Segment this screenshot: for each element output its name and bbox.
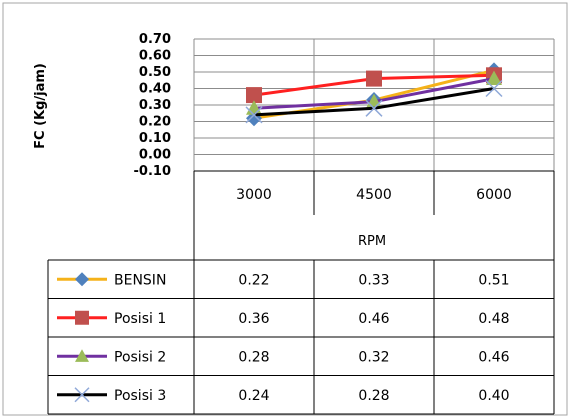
y-tick-label: 0.10: [139, 131, 171, 146]
square-marker: [246, 87, 262, 104]
y-tick-label: -0.10: [134, 164, 171, 179]
triangle-marker: [75, 349, 89, 362]
data-table: 3000 4500 6000 BENSIN 0.22 0.33 0.51 Posisi 1 0.…: [47, 170, 555, 415]
x-marker: [365, 99, 383, 117]
data-label: 0.48: [478, 311, 509, 327]
x-tick-label: 6000: [476, 187, 512, 203]
data-label: 0.46: [478, 349, 509, 365]
data-label: 0.40: [478, 388, 509, 404]
legend-label-bensin: BENSIN: [114, 272, 166, 288]
data-label: 0.36: [238, 311, 269, 327]
y-tick-label: 0.60: [139, 49, 171, 64]
legend-label-posisi-3: Posisi 3: [114, 388, 166, 404]
triangle-marker: [486, 70, 502, 85]
data-label: 0.32: [358, 349, 389, 365]
data-label: 0.51: [478, 272, 509, 288]
y-tick-label: 0.50: [139, 65, 171, 80]
data-label: 0.28: [358, 388, 389, 404]
legend-label-posisi-1: Posisi 1: [114, 311, 166, 327]
y-tick-labels: 0.70 0.600.50 0.400.30 0.200.10 0.00-0.10: [134, 32, 171, 179]
x-marker: [485, 79, 503, 98]
y-axis-label: FC (Kg/jam): [33, 63, 48, 149]
square-marker: [75, 310, 89, 325]
data-label: 0.22: [238, 272, 269, 288]
y-tick-label: 0.70: [139, 32, 171, 47]
data-label: 0.28: [238, 349, 269, 365]
x-tick-label: 3000: [236, 187, 272, 203]
x-tick-label: 4500: [356, 187, 392, 203]
y-tick-label: 0.20: [139, 115, 171, 130]
x-marker: [245, 106, 263, 124]
data-label: 0.33: [358, 272, 389, 288]
data-label: 0.24: [238, 388, 269, 404]
data-label: 0.46: [358, 311, 389, 327]
legend-label-posisi-2: Posisi 2: [114, 349, 166, 365]
x-marker: [74, 387, 90, 403]
y-tick-label: 0.40: [139, 82, 171, 97]
y-tick-label: 0.00: [139, 148, 171, 163]
y-tick-label: 0.30: [139, 98, 171, 113]
series-lines: [245, 62, 503, 127]
square-marker: [366, 70, 382, 87]
diamond-marker: [75, 272, 89, 287]
x-axis-label: RPM: [358, 234, 386, 249]
